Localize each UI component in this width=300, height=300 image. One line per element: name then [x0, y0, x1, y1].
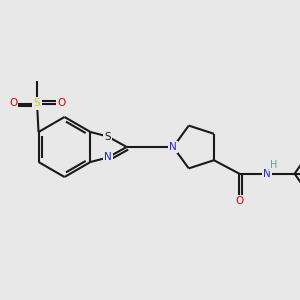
Text: N: N — [104, 152, 112, 163]
Text: N: N — [169, 142, 177, 152]
Text: S: S — [104, 131, 111, 142]
Text: S: S — [34, 98, 40, 109]
Text: O: O — [57, 98, 65, 109]
Text: O: O — [9, 98, 17, 109]
Text: H: H — [270, 160, 277, 170]
Text: N: N — [263, 169, 271, 179]
Text: O: O — [235, 196, 244, 206]
